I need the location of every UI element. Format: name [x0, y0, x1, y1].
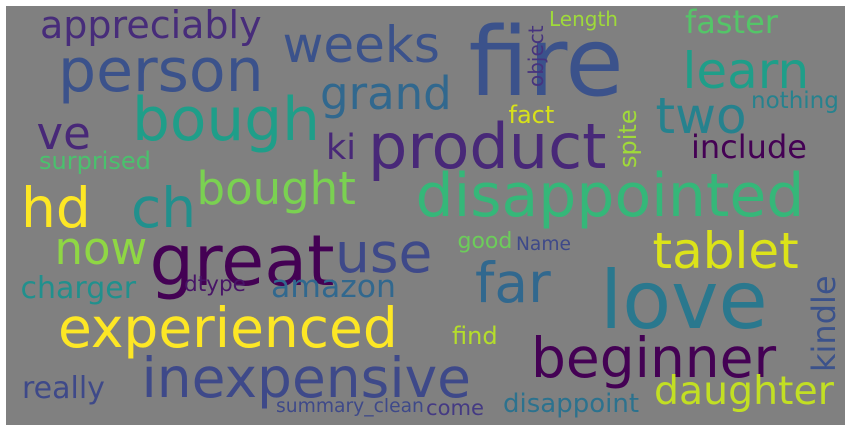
word-learn: learn: [682, 42, 810, 100]
word-faster: faster: [685, 6, 778, 41]
word-ki: ki: [326, 128, 356, 168]
word-disappointed: disappointed: [415, 161, 805, 231]
word-use: use: [335, 221, 433, 285]
word-really: really: [22, 371, 105, 406]
word-love: love: [600, 254, 768, 347]
word-weeks: weeks: [282, 16, 440, 74]
word-nothing: nothing: [751, 87, 839, 114]
word-great: great: [149, 220, 335, 302]
word-fire: fire: [468, 8, 624, 118]
word-now: now: [54, 222, 148, 275]
word-kindle: kindle: [805, 275, 843, 372]
word-object: object: [524, 25, 548, 87]
word-bough: bough: [132, 86, 320, 155]
word-ch: ch: [131, 176, 197, 240]
word-daughter: daughter: [654, 367, 834, 414]
word-bought: bought: [196, 162, 356, 215]
word-dtype: dtype: [184, 272, 246, 297]
word-disappoint: disappoint: [503, 389, 640, 419]
word-tablet: tablet: [652, 222, 799, 280]
word-person: person: [58, 36, 264, 106]
word-summary-clean: summary_clean: [276, 395, 424, 417]
word-find: find: [452, 322, 498, 350]
word-cloud: fire love great product disappointed experien…: [6, 6, 845, 425]
word-fact: fact: [508, 101, 555, 129]
word-surprised: surprised: [39, 147, 151, 175]
word-appreciably: appreciably: [40, 6, 262, 47]
word-come: come: [426, 394, 484, 420]
word-name: Name: [516, 233, 571, 255]
word-hd: hd: [21, 176, 91, 240]
word-amazon: amazon: [271, 268, 396, 305]
word-length: Length: [549, 7, 618, 31]
word-product: product: [368, 110, 607, 183]
word-grand: grand: [320, 67, 452, 120]
word-spite: spite: [614, 109, 642, 168]
word-include: include: [691, 128, 807, 166]
word-far: far: [475, 251, 551, 315]
word-charger: charger: [20, 271, 137, 306]
word-experienced: experienced: [58, 296, 398, 360]
word-good: good: [457, 229, 513, 254]
word-two: two: [655, 87, 747, 145]
word-ve: ve: [36, 107, 91, 160]
word-inexpensive: inexpensive: [141, 346, 472, 410]
word-beginner: beginner: [531, 326, 777, 390]
